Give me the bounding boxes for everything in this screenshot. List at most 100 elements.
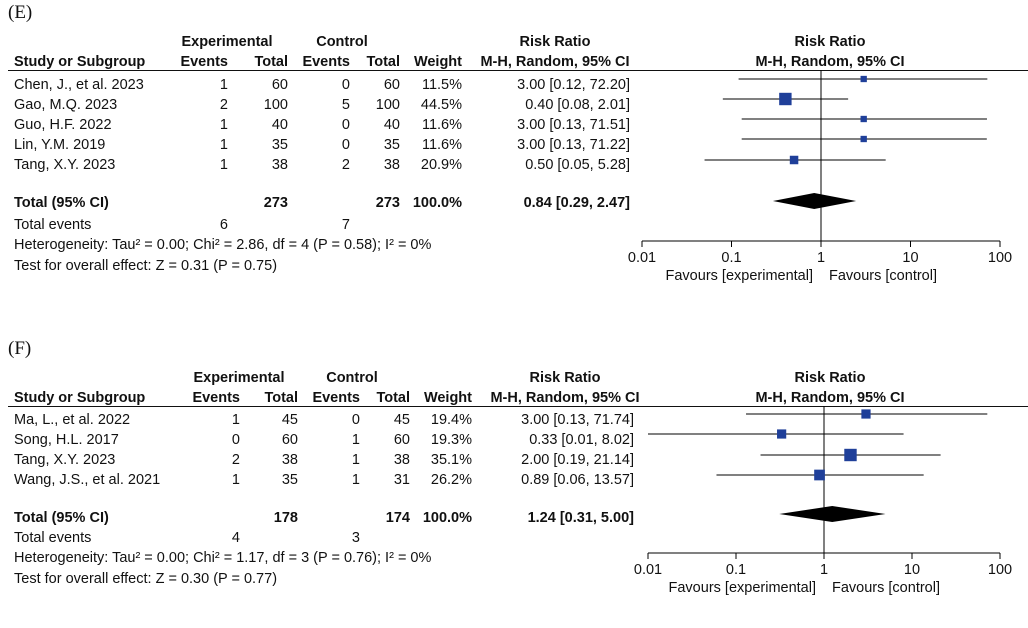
axis-tick-label: 0.1 xyxy=(721,250,741,266)
overall-effect: Test for overall effect: Z = 0.31 (P = 0… xyxy=(14,258,278,274)
header-experimental: Experimental xyxy=(181,34,273,50)
total-events-exp: 6 xyxy=(219,217,228,233)
ctrl-events: 1 xyxy=(351,472,360,488)
exp-events: 1 xyxy=(219,137,228,153)
header-ctrl-total: Total xyxy=(376,390,410,406)
total-ctrl: 273 xyxy=(375,195,400,211)
total-ctrl: 174 xyxy=(385,510,410,526)
axis-tick-label: 100 xyxy=(988,562,1012,578)
header-method-plot: M-H, Random, 95% CI xyxy=(755,54,905,70)
forest-plot-svg: 0.01 0.1 1 10 100 Favours [experimental] Fav… xyxy=(634,406,1012,596)
header-exp-events: Events xyxy=(192,390,240,406)
total-events-label: Total events xyxy=(14,530,92,546)
header-experimental: Experimental xyxy=(193,370,285,386)
ctrl-total: 60 xyxy=(383,77,400,93)
total-events-ctrl: 7 xyxy=(341,217,350,233)
effect-marker xyxy=(777,429,787,439)
ctrl-events: 0 xyxy=(351,412,360,428)
exp-events: 1 xyxy=(219,157,228,173)
header-risk-ratio-plot: Risk Ratio xyxy=(794,34,866,50)
axis-tick-label: 0.1 xyxy=(726,562,746,578)
effect-marker xyxy=(779,92,792,106)
forest-plot-f: (F) Experimental Control Risk Ratio Risk… xyxy=(0,330,1028,628)
weight: 11.6% xyxy=(421,117,462,133)
ctrl-total: 35 xyxy=(383,137,400,153)
header-method-text: M-H, Random, 95% CI xyxy=(480,54,630,70)
header-control: Control xyxy=(316,34,368,50)
exp-total: 60 xyxy=(271,77,288,93)
header-study: Study or Subgroup xyxy=(14,390,146,406)
study-name: Song, H.L. 2017 xyxy=(14,432,119,448)
weight: 35.1% xyxy=(430,452,472,468)
exp-events: 1 xyxy=(219,117,228,133)
ci-text: 0.40 [0.08, 2.01] xyxy=(525,97,630,113)
total-ci-text: 1.24 [0.31, 5.00] xyxy=(527,510,634,526)
exp-total: 60 xyxy=(281,432,298,448)
ctrl-total: 31 xyxy=(393,472,410,488)
header-exp-events: Events xyxy=(180,54,228,70)
heterogeneity: Heterogeneity: Tau² = 0.00; Chi² = 1.17,… xyxy=(14,550,432,566)
study-name: Tang, X.Y. 2023 xyxy=(14,452,116,468)
panel-label: (E) xyxy=(8,2,33,23)
header-exp-total: Total xyxy=(254,54,288,70)
effect-marker xyxy=(860,75,867,83)
effect-marker xyxy=(789,155,799,165)
effect-marker xyxy=(860,135,867,143)
axis-tick-label: 10 xyxy=(902,250,918,266)
total-weight: 100.0% xyxy=(412,195,462,211)
effect-marker xyxy=(844,448,857,462)
header-risk-ratio-text: Risk Ratio xyxy=(529,370,601,386)
axis-tick-label: 1 xyxy=(820,562,828,578)
header-exp-total: Total xyxy=(264,390,298,406)
weight: 11.5% xyxy=(421,77,462,93)
ci-text: 3.00 [0.13, 71.51] xyxy=(517,117,630,133)
ctrl-events: 1 xyxy=(351,452,360,468)
exp-events: 1 xyxy=(219,77,228,93)
exp-events: 1 xyxy=(231,472,240,488)
header-risk-ratio-text: Risk Ratio xyxy=(519,34,591,50)
exp-total: 45 xyxy=(281,412,298,428)
exp-events: 2 xyxy=(231,452,240,468)
effect-marker xyxy=(861,409,871,419)
header-weight: Weight xyxy=(413,54,462,70)
header-rule xyxy=(8,406,1028,407)
exp-events: 1 xyxy=(231,412,240,428)
weight: 19.4% xyxy=(430,412,472,428)
ctrl-total: 38 xyxy=(393,452,410,468)
favours-left: Favours [experimental] xyxy=(669,580,816,596)
study-name: Guo, H.F. 2022 xyxy=(14,117,112,133)
ci-text: 3.00 [0.12, 72.20] xyxy=(517,77,630,93)
effect-marker xyxy=(814,469,825,481)
axis-tick-label: 10 xyxy=(904,562,920,578)
overall-effect: Test for overall effect: Z = 0.30 (P = 0… xyxy=(14,571,278,587)
total-diamond xyxy=(772,193,857,209)
exp-total: 35 xyxy=(271,137,288,153)
header-rule xyxy=(8,70,1028,71)
total-diamond xyxy=(779,506,886,522)
ci-text: 3.00 [0.13, 71.74] xyxy=(521,412,634,428)
heterogeneity: Heterogeneity: Tau² = 0.00; Chi² = 2.86,… xyxy=(14,237,432,253)
exp-total: 100 xyxy=(263,97,288,113)
exp-total: 35 xyxy=(281,472,298,488)
axis-tick-label: 100 xyxy=(988,250,1012,266)
ctrl-events: 2 xyxy=(341,157,350,173)
effect-marker xyxy=(860,115,867,123)
weight: 19.3% xyxy=(430,432,472,448)
axis-tick-label: 0.01 xyxy=(628,250,656,266)
total-events-ctrl: 3 xyxy=(351,530,360,546)
ctrl-total: 40 xyxy=(383,117,400,133)
total-label: Total (95% CI) xyxy=(14,510,109,526)
ci-text: 0.33 [0.01, 8.02] xyxy=(529,432,634,448)
weight: 26.2% xyxy=(430,472,472,488)
total-exp: 273 xyxy=(263,195,288,211)
total-exp: 178 xyxy=(273,510,298,526)
ctrl-events: 0 xyxy=(341,77,350,93)
exp-events: 0 xyxy=(231,432,240,448)
ctrl-events: 0 xyxy=(341,137,350,153)
ci-text: 3.00 [0.13, 71.22] xyxy=(517,137,630,153)
favours-left: Favours [experimental] xyxy=(666,268,813,284)
study-name: Lin, Y.M. 2019 xyxy=(14,137,106,153)
study-name: Chen, J., et al. 2023 xyxy=(14,77,144,93)
header-control: Control xyxy=(326,370,378,386)
study-name: Ma, L., et al. 2022 xyxy=(14,412,131,428)
